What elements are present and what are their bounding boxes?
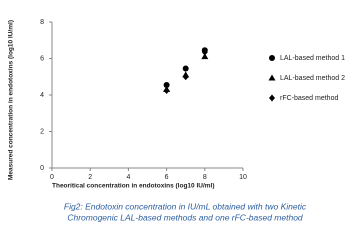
legend-label: LAL-based method 2 — [280, 75, 345, 82]
marker — [201, 48, 208, 56]
legend-marker — [269, 94, 275, 102]
x-tick-label: 10 — [239, 174, 247, 181]
x-tick-label: 0 — [50, 174, 54, 181]
caption-line: Fig2: Endotoxin concentration in IU/mL o… — [64, 201, 307, 211]
x-tick-label: 6 — [165, 174, 169, 181]
marker — [201, 53, 209, 60]
x-tick-label: 4 — [126, 174, 130, 181]
y-tick-label: 4 — [40, 92, 44, 99]
y-tick-label: 0 — [40, 165, 44, 172]
marker — [163, 86, 170, 94]
legend-label: LAL-based method 1 — [280, 55, 345, 62]
y-tick-label: 8 — [40, 19, 44, 26]
legend-marker — [269, 55, 275, 61]
x-tick-label: 2 — [88, 174, 92, 181]
x-tick-label: 8 — [203, 174, 207, 181]
legend-label: rFC-based method — [280, 95, 338, 102]
marker — [182, 73, 189, 81]
y-tick-label: 6 — [40, 55, 44, 62]
legend-marker — [268, 74, 276, 81]
caption-line: Chromogenic LAL-based methods and one rF… — [67, 212, 303, 222]
y-tick-label: 2 — [40, 128, 44, 135]
marker — [182, 65, 189, 72]
x-axis-title: Theoritical concentration in endotoxins … — [52, 183, 215, 190]
y-axis-title: Measured concentration in endotoxins (lo… — [8, 20, 15, 180]
marker — [163, 81, 170, 88]
